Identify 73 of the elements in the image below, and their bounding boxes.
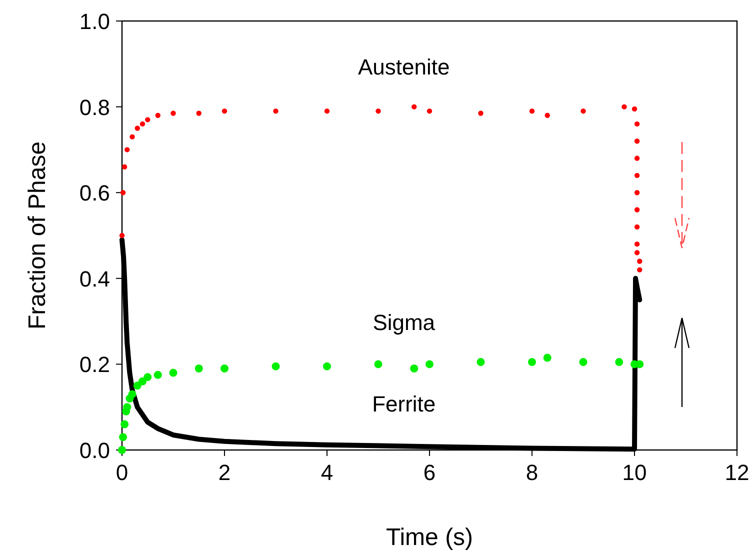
point <box>615 358 624 366</box>
point <box>220 364 228 372</box>
x-tick-label: 8 <box>526 460 538 485</box>
point <box>118 446 126 454</box>
point <box>138 377 146 386</box>
y-tick-label: 1.0 <box>79 9 110 34</box>
point <box>476 358 485 366</box>
point <box>544 112 550 118</box>
y-tick-label: 0.6 <box>79 180 110 206</box>
point <box>376 108 381 114</box>
point <box>637 258 642 264</box>
series-label: Sigma <box>372 310 436 335</box>
series-label: Austenite <box>358 54 450 80</box>
x-tick-label: 2 <box>218 460 231 485</box>
point <box>528 358 536 366</box>
point <box>634 172 640 178</box>
point <box>634 250 640 256</box>
point <box>632 106 638 112</box>
point <box>323 362 331 370</box>
point <box>543 354 552 362</box>
point <box>412 104 417 110</box>
x-tick-label: 10 <box>622 460 647 485</box>
x-tick-label: 12 <box>724 460 750 485</box>
point <box>122 164 128 170</box>
point <box>324 108 330 114</box>
x-axis-title: Time (s) <box>386 524 474 551</box>
x-tick-label: 0 <box>116 460 128 485</box>
point <box>169 368 178 377</box>
point <box>133 382 142 390</box>
point <box>120 420 129 428</box>
point <box>128 390 136 398</box>
point <box>196 110 202 116</box>
point <box>634 207 640 212</box>
point <box>410 364 418 372</box>
y-axis-title: Fraction of Phase <box>24 141 51 330</box>
point <box>374 360 382 368</box>
point <box>634 138 640 144</box>
y-tick-label: 0.2 <box>79 352 110 378</box>
point <box>622 104 627 110</box>
point <box>579 358 588 366</box>
point <box>426 360 434 368</box>
point <box>634 190 640 196</box>
y-tick-label: 0.4 <box>79 266 110 292</box>
x-tick-label: 4 <box>320 460 334 485</box>
x-tick-label: 6 <box>423 460 436 485</box>
point <box>272 362 280 370</box>
point <box>155 112 160 118</box>
point <box>130 134 135 140</box>
point <box>580 108 586 114</box>
point <box>154 370 162 379</box>
point <box>140 121 146 127</box>
point <box>134 126 140 131</box>
point <box>478 110 484 116</box>
series-label: Ferrite <box>372 391 436 416</box>
point <box>119 433 128 442</box>
y-tick-label: 0.8 <box>79 94 110 120</box>
point <box>170 110 176 116</box>
point <box>222 108 228 114</box>
point <box>634 156 640 161</box>
point <box>145 117 150 122</box>
point <box>529 108 535 114</box>
point <box>273 108 278 114</box>
point <box>194 364 203 372</box>
point <box>637 267 642 272</box>
point <box>634 121 640 127</box>
point <box>426 108 432 114</box>
point <box>634 241 640 247</box>
point <box>119 232 125 238</box>
y-tick-label: 0.0 <box>79 438 110 463</box>
point <box>634 224 640 230</box>
point <box>120 190 126 196</box>
point <box>144 373 152 382</box>
point <box>124 147 130 152</box>
